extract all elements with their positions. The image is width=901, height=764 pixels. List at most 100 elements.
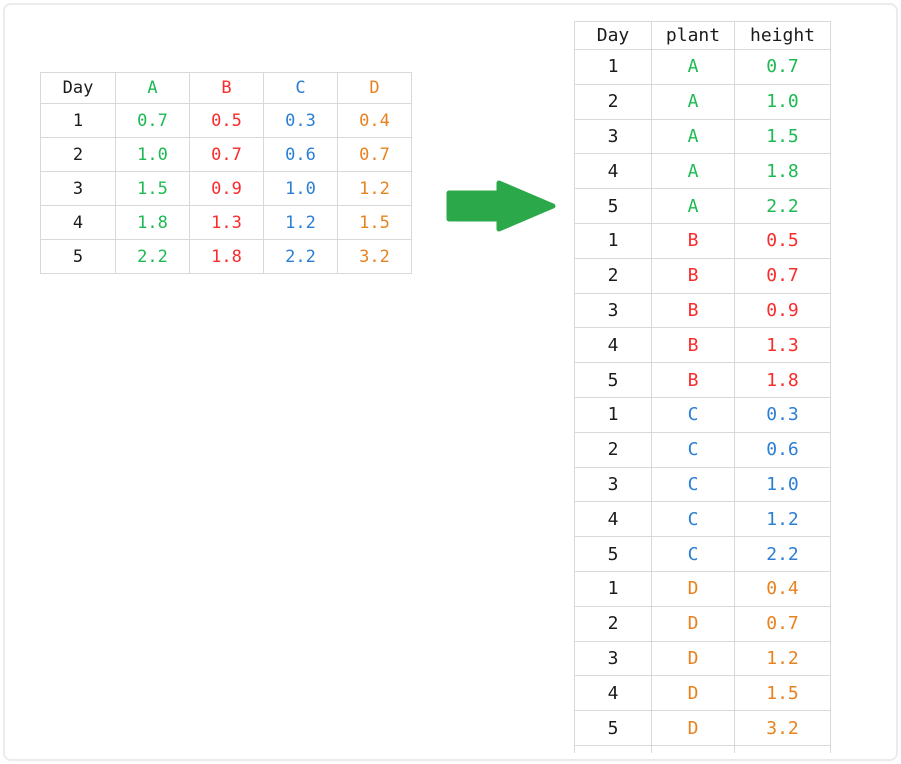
long-table-plant-cell: B (651, 257, 735, 294)
long-table-day-cell: 5 (574, 188, 652, 224)
wide-table-header: Day A B C D (40, 72, 412, 104)
long-table-height-cell: 1.8 (734, 362, 831, 398)
wide-table-cell: 1.2 (263, 205, 338, 240)
wide-format-table-container: Day A B C D 1 0.7 0.5 0.3 0.4 2 1.0 0.7 0.6 0.7 3 1.5 0.… (40, 72, 412, 274)
right-arrow-icon (446, 180, 556, 232)
right-arrow-shape (446, 180, 556, 232)
long-table-height-cell: 0.7 (734, 605, 831, 642)
long-table-partial-cell (651, 744, 735, 754)
long-table-header-cell: plant (651, 21, 735, 50)
long-table-header-cell: Day (574, 21, 652, 50)
transform-arrow (445, 179, 557, 233)
long-table-day-cell: 1 (574, 570, 652, 607)
long-table-height-cell: 1.0 (734, 466, 831, 503)
wide-table-cell: 1 (40, 103, 116, 138)
wide-table-row: 4 1.8 1.3 1.2 1.5 (40, 205, 412, 240)
long-table-partial-row (574, 744, 831, 754)
long-table-plant-cell: A (651, 188, 735, 224)
long-table-height-cell: 0.7 (734, 257, 831, 294)
long-table-height-cell: 1.8 (734, 153, 831, 190)
wide-table-cell: 3 (40, 171, 116, 206)
long-table-row: 1 B 0.5 (574, 222, 831, 259)
long-table-plant-cell: A (651, 49, 735, 85)
wide-table-cell: 2.2 (115, 239, 190, 274)
long-table-header-row: Day plant height (574, 21, 831, 50)
wide-table-cell: 1.0 (263, 171, 338, 206)
long-table-height-cell: 1.3 (734, 327, 831, 364)
long-table-day-cell: 2 (574, 431, 652, 468)
long-table-day-cell: 1 (574, 222, 652, 259)
wide-table-cell: 0.6 (263, 137, 338, 172)
long-table-height-cell: 2.2 (734, 188, 831, 224)
long-table-height-cell: 1.2 (734, 501, 831, 538)
wide-table-cell: 0.9 (189, 171, 264, 206)
long-table-plant-cell: D (651, 710, 735, 746)
long-table-height-cell: 3.2 (734, 710, 831, 746)
wide-table-cell: 1.2 (337, 171, 412, 206)
long-table-plant-cell: D (651, 570, 735, 607)
long-format-table-container: Day plant height 1 A 0.7 2 A 1.0 3 A 1.5 4 A 1.8 5 A 2.2… (574, 21, 831, 754)
wide-table-cell: 0.5 (189, 103, 264, 138)
long-table-body: 1 A 0.7 2 A 1.0 3 A 1.5 4 A 1.8 5 A 2.2 1 B 0.5 2 B 0.7 3 B 0.9… (574, 49, 831, 754)
long-table-row: 4 B 1.3 (574, 327, 831, 364)
wide-table-cell: 0.4 (337, 103, 412, 138)
long-table-header: Day plant height (574, 21, 831, 50)
wide-table-cell: 4 (40, 205, 116, 240)
long-table-row: 3 A 1.5 (574, 118, 831, 155)
long-table-row: 2 B 0.7 (574, 257, 831, 294)
wide-table-cell: 0.7 (115, 103, 190, 138)
wide-table-header-cell: B (189, 72, 264, 104)
long-format-table: Day plant height 1 A 0.7 2 A 1.0 3 A 1.5 4 A 1.8 5 A 2.2… (574, 21, 831, 754)
long-table-day-cell: 3 (574, 640, 652, 677)
long-table-day-cell: 3 (574, 466, 652, 503)
wide-table-cell: 1.5 (115, 171, 190, 206)
long-table-plant-cell: C (651, 396, 735, 433)
long-table-row: 1 C 0.3 (574, 396, 831, 433)
long-table-row: 1 D 0.4 (574, 570, 831, 607)
long-table-partial-cell (734, 744, 831, 754)
long-table-day-cell: 5 (574, 536, 652, 572)
long-table-row: 4 A 1.8 (574, 153, 831, 190)
long-table-height-cell: 0.6 (734, 431, 831, 468)
wide-table-cell: 1.5 (337, 205, 412, 240)
long-table-row: 3 C 1.0 (574, 466, 831, 503)
long-table-day-cell: 2 (574, 83, 652, 120)
long-table-height-cell: 0.3 (734, 396, 831, 433)
long-table-plant-cell: A (651, 83, 735, 120)
long-table-day-cell: 4 (574, 501, 652, 538)
long-table-day-cell: 3 (574, 292, 652, 329)
wide-table-header-row: Day A B C D (40, 72, 412, 104)
wide-table-cell: 5 (40, 239, 116, 274)
long-table-day-cell: 4 (574, 153, 652, 190)
wide-table-cell: 1.0 (115, 137, 190, 172)
long-table-partial-cell (574, 744, 652, 754)
long-table-plant-cell: C (651, 501, 735, 538)
long-table-row: 3 B 0.9 (574, 292, 831, 329)
long-table-day-cell: 1 (574, 396, 652, 433)
wide-table-cell: 1.3 (189, 205, 264, 240)
wide-table-row: 5 2.2 1.8 2.2 3.2 (40, 239, 412, 274)
wide-table-cell: 0.3 (263, 103, 338, 138)
long-table-height-cell: 0.4 (734, 570, 831, 607)
long-table-plant-cell: B (651, 292, 735, 329)
long-table-plant-cell: B (651, 327, 735, 364)
long-table-day-cell: 2 (574, 605, 652, 642)
long-table-row: 2 C 0.6 (574, 431, 831, 468)
long-table-height-cell: 2.2 (734, 536, 831, 572)
long-table-plant-cell: C (651, 536, 735, 572)
wide-table-row: 2 1.0 0.7 0.6 0.7 (40, 137, 412, 172)
long-table-height-cell: 1.5 (734, 675, 831, 712)
wide-table-header-cell: A (115, 72, 190, 104)
long-table-height-cell: 1.5 (734, 118, 831, 155)
wide-table-cell: 2.2 (263, 239, 338, 274)
long-table-plant-cell: A (651, 118, 735, 155)
long-table-plant-cell: D (651, 640, 735, 677)
long-table-plant-cell: D (651, 675, 735, 712)
wide-table-header-cell: C (263, 72, 338, 104)
long-table-row: 3 D 1.2 (574, 640, 831, 677)
wide-table-cell: 1.8 (189, 239, 264, 274)
long-table-plant-cell: D (651, 605, 735, 642)
long-table-row: 2 D 0.7 (574, 605, 831, 642)
wide-table-cell: 0.7 (189, 137, 264, 172)
long-table-plant-cell: C (651, 466, 735, 503)
